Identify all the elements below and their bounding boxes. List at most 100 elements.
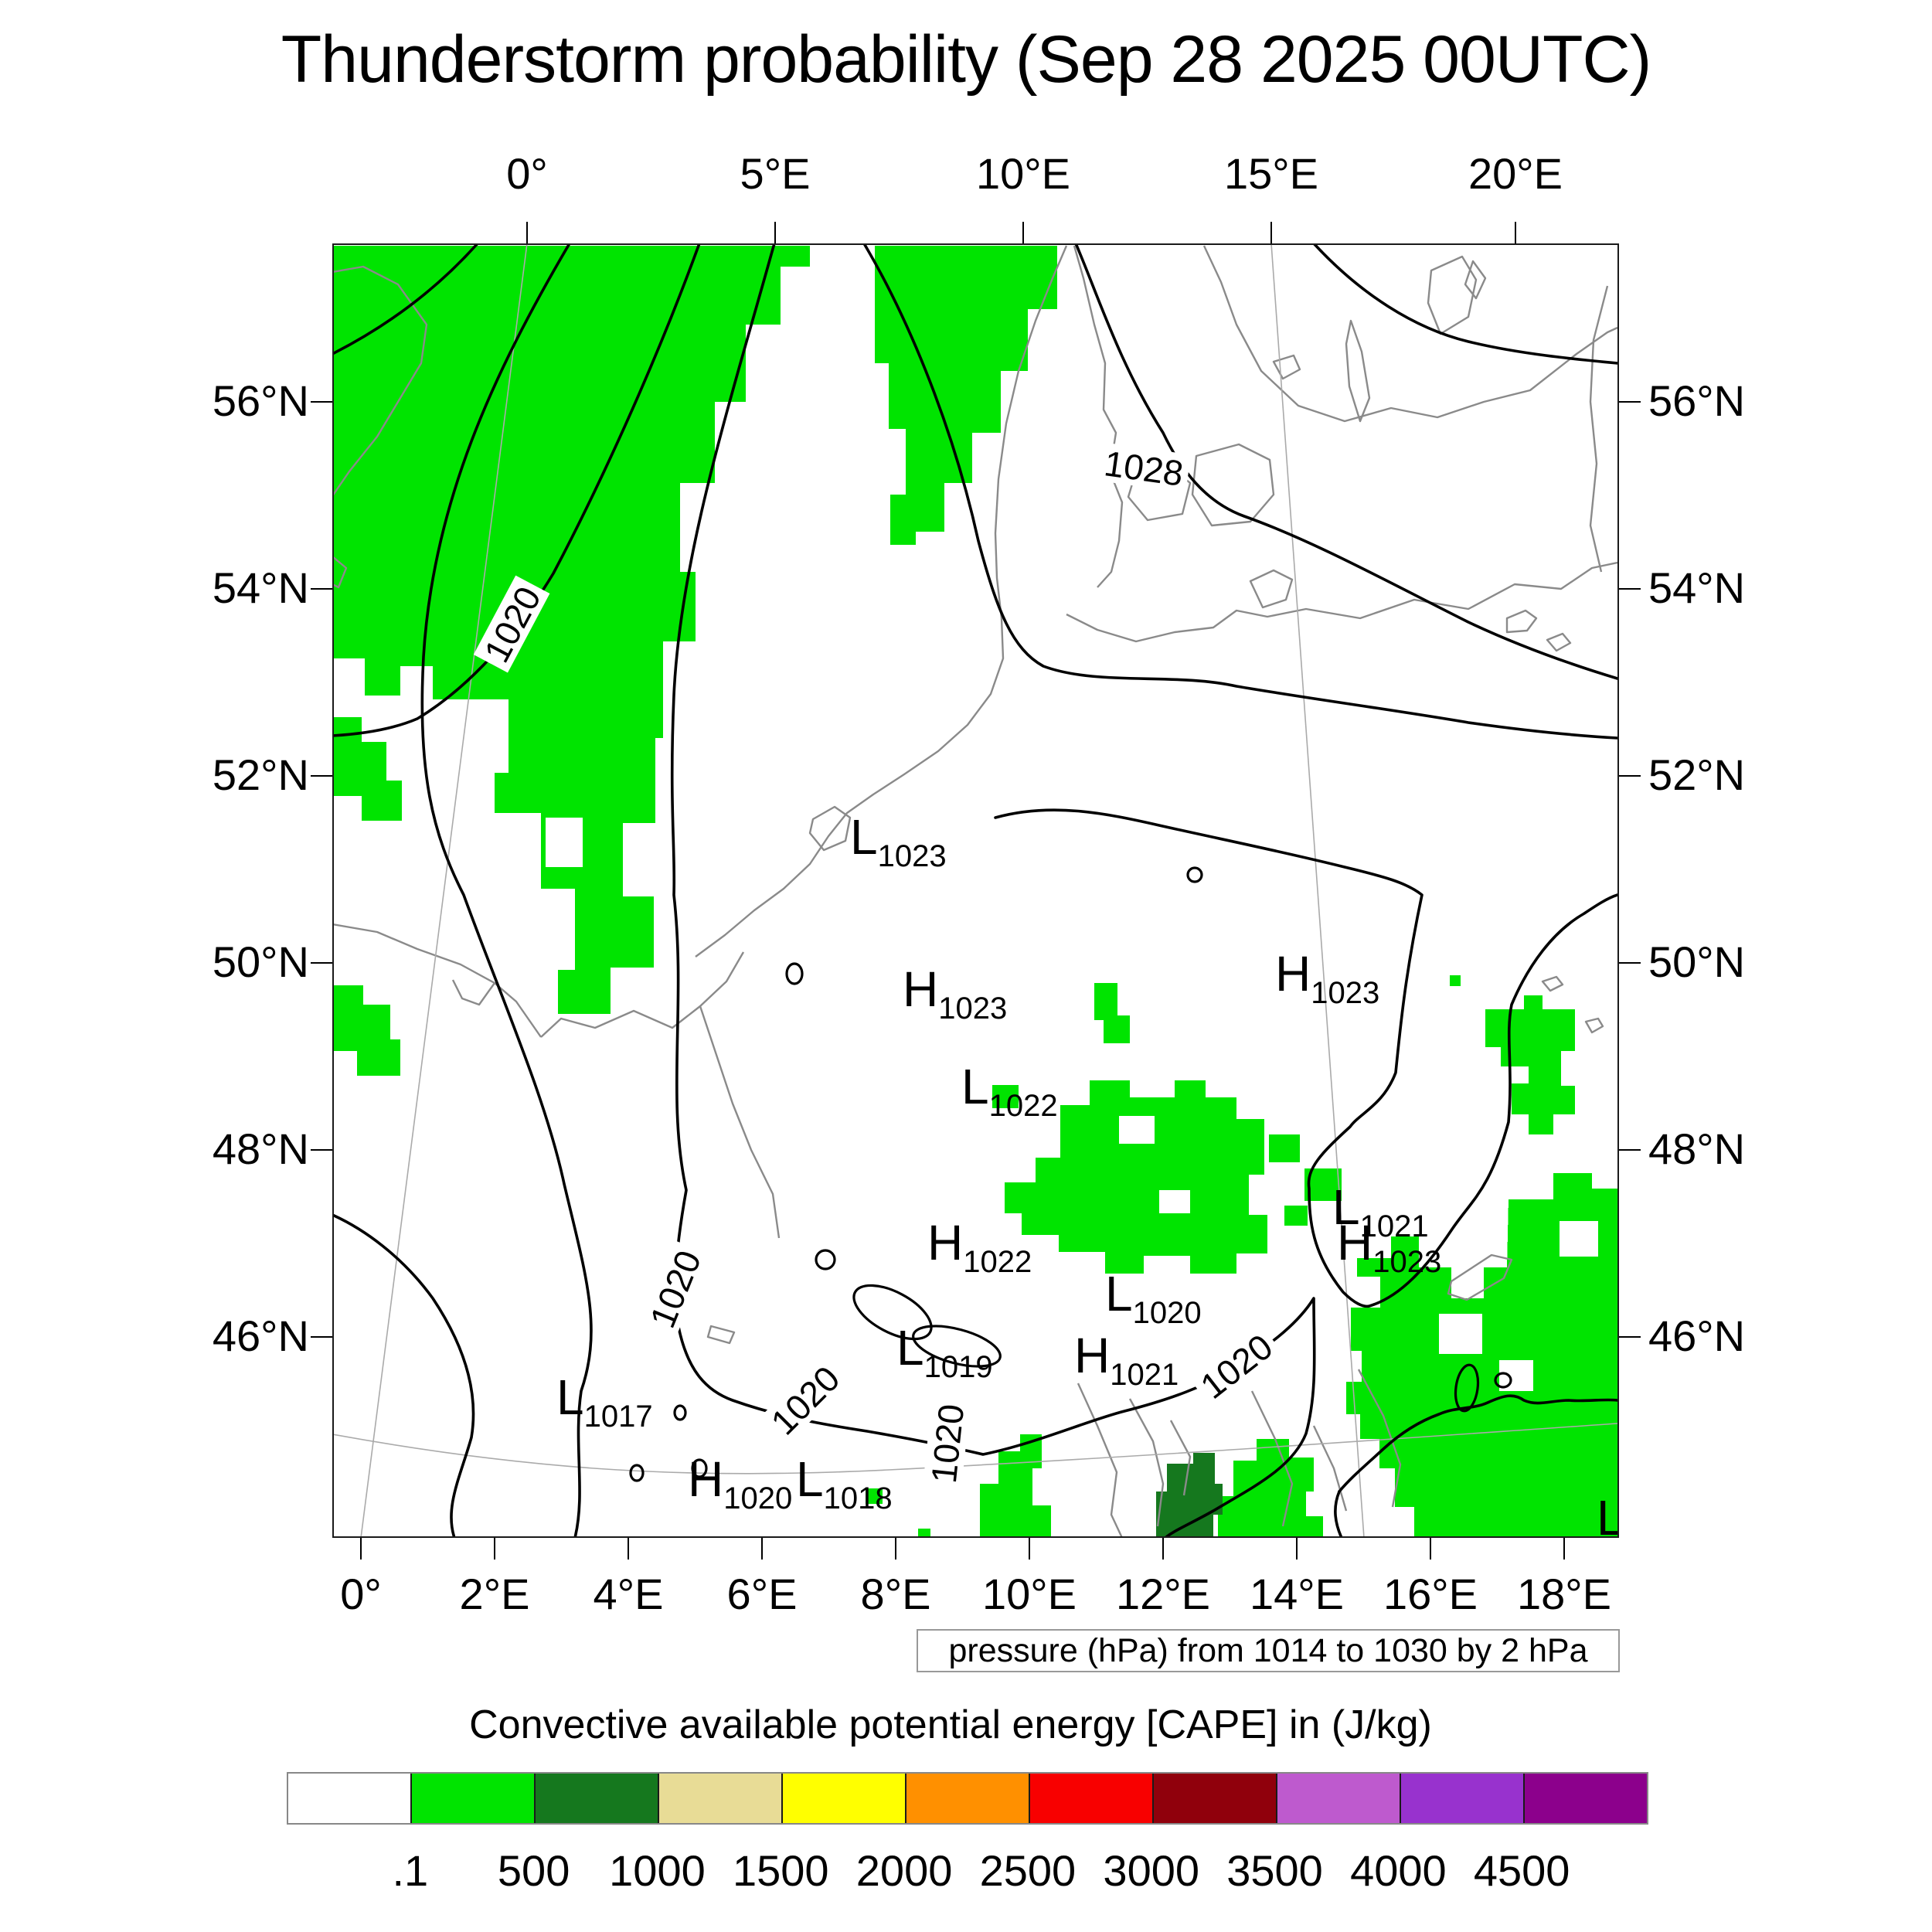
cape-area xyxy=(918,1529,930,1536)
graticule-line xyxy=(334,1423,1617,1475)
colorbar-segment xyxy=(1276,1774,1400,1823)
coastline xyxy=(1128,1398,1165,1527)
colorbar-segment xyxy=(1400,1774,1523,1823)
coastline xyxy=(1066,561,1617,643)
cape-area xyxy=(1304,1168,1342,1201)
isobar-loop xyxy=(691,1458,708,1478)
isobar-label: 1020 xyxy=(642,1245,709,1333)
isobar-label-halo xyxy=(1189,1322,1284,1409)
coastline xyxy=(1169,1420,1192,1496)
colorbar-tick-label: 3500 xyxy=(1226,1846,1323,1895)
cape-area xyxy=(334,246,810,1014)
colorbar-tick-label: 1500 xyxy=(732,1846,829,1895)
bottom-tick xyxy=(761,1538,763,1560)
coastline xyxy=(1584,1017,1604,1034)
left-axis-label: 52°N xyxy=(212,750,309,799)
coastline xyxy=(1077,1383,1123,1536)
pressure-center-label: H1020 xyxy=(688,1451,792,1515)
bottom-tick xyxy=(628,1538,629,1560)
top-axis-label: 15°E xyxy=(1223,149,1319,198)
left-axis-label: 50°N xyxy=(212,937,309,986)
isobar-loop xyxy=(785,962,804,985)
coastline xyxy=(1202,245,1617,423)
isobar-label-group: 1028 xyxy=(1097,442,1192,494)
left-tick xyxy=(311,401,332,403)
right-tick xyxy=(1619,1336,1641,1338)
left-axis-label: 54°N xyxy=(212,563,309,612)
isobar-loop xyxy=(1186,866,1203,883)
cape-area-hole xyxy=(1439,1314,1482,1354)
pressure-center-value: 1019 xyxy=(924,1350,993,1384)
colorbar-segment xyxy=(534,1774,658,1823)
right-axis-label: 48°N xyxy=(1648,1124,1746,1173)
isobar-loop xyxy=(629,1464,645,1482)
isobar-label-halo xyxy=(473,575,550,673)
bottom-axis-label: 0° xyxy=(340,1570,382,1618)
coastline xyxy=(1464,260,1487,300)
coastline xyxy=(699,1005,781,1239)
coastline xyxy=(334,923,542,1038)
bottom-axis-label: 6°E xyxy=(726,1570,798,1618)
colorbar-segment xyxy=(410,1774,534,1823)
pressure-center-value: 1023 xyxy=(1372,1245,1441,1279)
pressure-center-value: 1017 xyxy=(584,1400,653,1434)
cape-area-hole xyxy=(1119,1116,1155,1144)
left-axis-label: 46°N xyxy=(212,1311,309,1360)
pressure-center-value: 1022 xyxy=(989,1089,1058,1123)
coastline xyxy=(1427,255,1478,335)
colorbar-segment xyxy=(1152,1774,1276,1823)
isobar-label-halo xyxy=(759,1354,850,1445)
colorbar-tick-label: 4000 xyxy=(1350,1846,1447,1895)
pressure-center-label: H1022 xyxy=(927,1215,1032,1279)
bottom-axis-label: 4°E xyxy=(593,1570,664,1618)
colorbar-segment xyxy=(658,1774,781,1823)
bottom-axis-label: 14°E xyxy=(1249,1570,1345,1618)
colorbar-tick-label: 2000 xyxy=(855,1846,953,1895)
pressure-center-label: L1020 xyxy=(1105,1266,1202,1330)
isobar-loop xyxy=(1454,1363,1480,1413)
pressure-center-value: 1018 xyxy=(824,1481,893,1515)
cape-area-hole xyxy=(1560,1221,1598,1257)
coastline xyxy=(808,805,852,852)
left-tick xyxy=(311,588,332,590)
isobar-label-group: 1020 xyxy=(1189,1322,1284,1409)
isobar-loop xyxy=(815,1249,836,1270)
pressure-center-label: L1019 xyxy=(896,1320,993,1384)
right-tick xyxy=(1619,1149,1641,1151)
isobar xyxy=(863,245,1617,740)
top-axis-label: 20°E xyxy=(1468,149,1563,198)
top-tick xyxy=(1270,222,1272,243)
top-tick xyxy=(1515,222,1516,243)
left-axis-label: 48°N xyxy=(212,1124,309,1173)
coastline xyxy=(334,556,348,589)
isobar-label-halo xyxy=(640,1240,709,1338)
colorbar-segment xyxy=(1523,1774,1647,1823)
isobar xyxy=(1334,1490,1343,1536)
right-tick xyxy=(1619,401,1641,403)
cape-colorbar xyxy=(287,1772,1648,1825)
bottom-axis-label: 10°E xyxy=(981,1570,1077,1618)
coastline xyxy=(1312,1425,1348,1512)
colorbar-tick-label: 2500 xyxy=(979,1846,1077,1895)
top-tick xyxy=(1022,222,1024,243)
right-axis-label: 46°N xyxy=(1648,1311,1746,1360)
pressure-center-label: H1023 xyxy=(903,961,1007,1026)
isobar xyxy=(1313,245,1617,365)
coastline xyxy=(1447,1253,1513,1301)
colorbar-tick-label: .1 xyxy=(392,1846,429,1895)
bottom-axis-label: 8°E xyxy=(860,1570,931,1618)
cape-area xyxy=(334,369,417,583)
top-tick xyxy=(526,222,528,243)
graticule-line xyxy=(1270,245,1365,1536)
right-axis-label: 54°N xyxy=(1648,563,1746,612)
coastline xyxy=(695,245,1068,957)
isobar xyxy=(1338,1394,1617,1493)
bottom-tick xyxy=(494,1538,495,1560)
plot-title: Thunderstorm probability (Sep 28 2025 00… xyxy=(281,22,1651,97)
pressure-center-label: L10 xyxy=(1597,1490,1617,1536)
isobar xyxy=(334,1213,475,1536)
cape-area xyxy=(1005,1080,1267,1274)
bottom-tick xyxy=(1430,1538,1431,1560)
coastline xyxy=(1505,609,1538,634)
isobar-loop xyxy=(673,1404,687,1421)
